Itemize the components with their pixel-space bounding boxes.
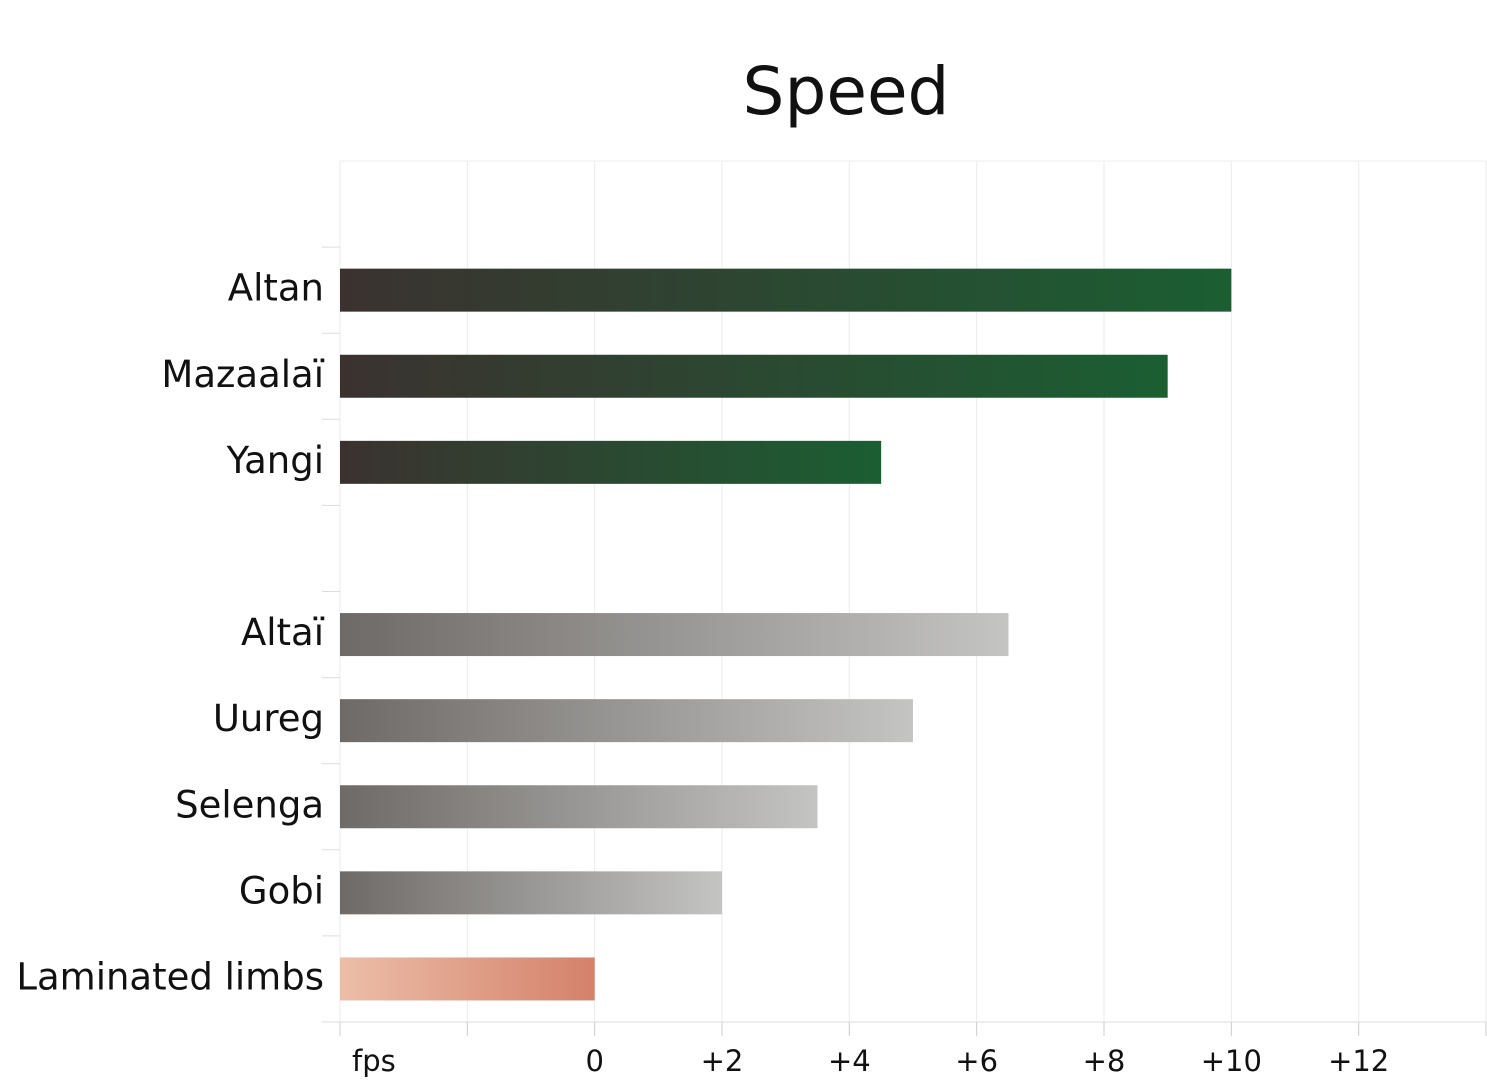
x-tick-label: +10 [1201,1044,1262,1078]
bar [340,785,818,829]
y-tick-label: Altan [228,267,324,310]
x-tick-label: +2 [701,1044,744,1078]
y-tick-label: Selenga [175,783,324,826]
x-tick-label: fps [352,1044,396,1078]
y-tick-label: Altaï [241,611,325,654]
bar [340,613,1009,657]
bar [340,354,1168,398]
x-tick-label: 0 [585,1044,603,1078]
x-tick-label: +8 [1083,1044,1126,1078]
x-tick-label: +4 [828,1044,871,1078]
y-tick-label: Mazaalaï [161,353,324,396]
y-tick-label: Yangi [226,439,324,482]
bar [340,699,913,743]
bar [340,440,882,484]
x-tick-label: +12 [1328,1044,1389,1078]
y-tick-label: Uureg [213,697,324,740]
bar [340,268,1232,312]
chart-title: Speed [743,53,950,130]
y-tick-label: Laminated limbs [16,955,324,998]
y-tick-label: Gobi [239,869,324,912]
bar [340,871,722,915]
bar [340,957,595,1001]
x-tick-label: +6 [955,1044,998,1078]
